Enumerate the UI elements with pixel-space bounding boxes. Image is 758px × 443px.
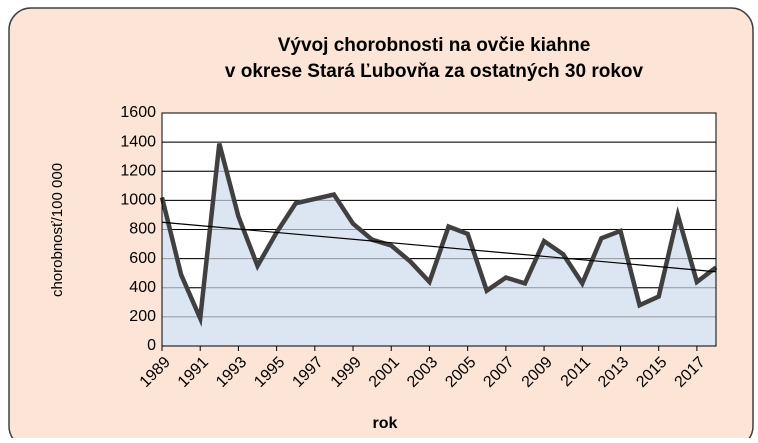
area — [162, 143, 716, 346]
trend-line — [161, 221, 717, 273]
x-axis-label: rok — [373, 415, 398, 432]
line — [159, 143, 718, 327]
y-tick-label: 1600 — [120, 104, 156, 121]
y-tick-label: 600 — [129, 250, 156, 267]
plot-border — [161, 112, 717, 347]
chart-title: Vývoj chorobnosti na ovčie kiahne — [278, 35, 591, 56]
y-tick-label: 800 — [129, 221, 156, 238]
chart-title: v okrese Stará Ľubovňa za ostatných 30 r… — [225, 61, 644, 82]
y-tick-label: 1000 — [120, 192, 156, 209]
y-tick-label: 200 — [129, 308, 156, 325]
y-axis-label: chorobnosť/100 000 — [49, 163, 66, 297]
y-tick-label: 400 — [129, 279, 156, 296]
y-tick-label: 1200 — [120, 162, 156, 179]
y-tick-label: 1400 — [120, 133, 156, 150]
y-tick-label: 0 — [147, 337, 156, 354]
